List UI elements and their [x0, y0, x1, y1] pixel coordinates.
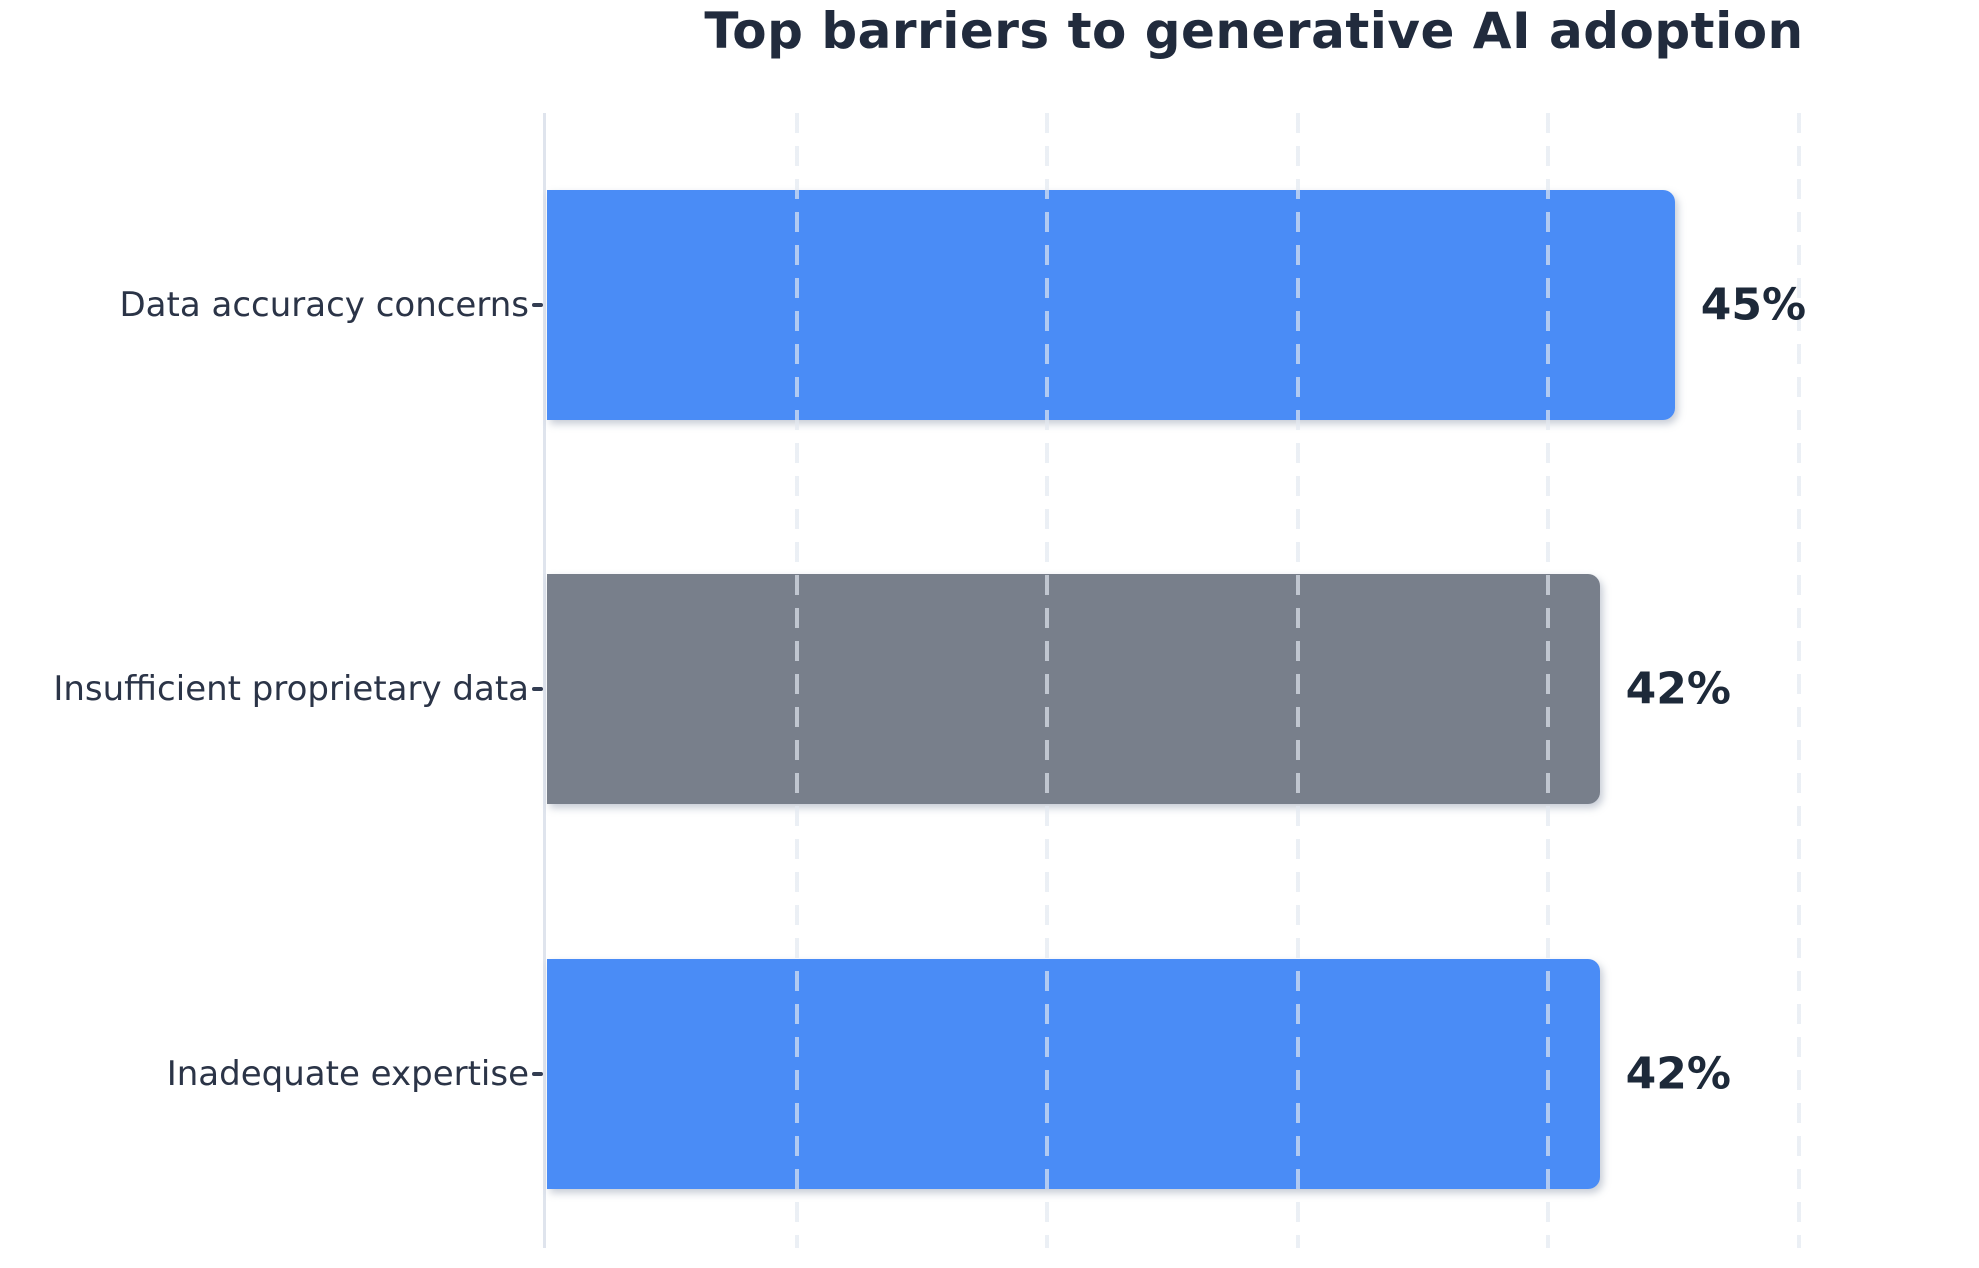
bar-row: Inadequate expertise 42%	[167, 882, 1962, 1266]
axis-tick	[532, 1071, 543, 1076]
value-label: 42%	[1625, 663, 1731, 715]
value-label: 42%	[1625, 1048, 1731, 1100]
axis-tick	[532, 687, 543, 692]
y-axis-line	[543, 113, 546, 1248]
bar-row: Insufficient proprietary data 42%	[53, 497, 1962, 881]
bar	[547, 190, 1675, 421]
plot-area: Data accuracy concerns 45% Insufficient pr…	[53, 113, 1962, 1266]
category-label: Data accuracy concerns	[119, 285, 530, 326]
bar	[547, 958, 1600, 1189]
bar-row: Data accuracy concerns 45%	[120, 113, 1962, 497]
category-label: Insufficient proprietary data	[53, 669, 529, 710]
value-label: 45%	[1700, 279, 1807, 331]
category-label: Inadequate expertise	[166, 1053, 529, 1094]
chart-title: Top barriers to generative AI adoption	[704, 2, 1804, 60]
bar	[547, 574, 1600, 805]
axis-tick	[532, 303, 543, 308]
